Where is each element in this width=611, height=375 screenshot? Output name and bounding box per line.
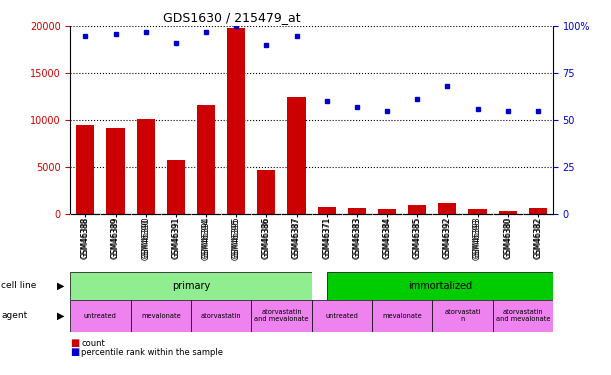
Text: ■: ■ [70,348,79,357]
Bar [70,300,131,332]
Bar [257,170,276,214]
Text: GSM46387: GSM46387 [292,217,301,258]
Bar [197,105,215,214]
Text: count: count [81,339,105,348]
Bar [438,203,456,214]
Bar [378,209,396,214]
Bar [137,119,155,214]
Text: cell line: cell line [1,281,37,290]
Text: GSM46395: GSM46395 [232,217,241,258]
Text: ■: ■ [70,338,79,348]
Bar [318,207,336,214]
Text: GSM46382: GSM46382 [533,217,543,258]
Bar [227,28,245,214]
Text: GSM46380: GSM46380 [503,217,512,258]
Text: primary: primary [172,281,210,291]
Text: GSM46385: GSM46385 [412,217,422,258]
Text: atorvastatin: atorvastatin [201,313,241,319]
Text: ▶: ▶ [57,281,64,291]
Bar [288,97,306,214]
Bar [70,272,312,300]
Text: GSM46371: GSM46371 [322,217,331,258]
Text: untreated: untreated [84,313,117,319]
Text: percentile rank within the sample: percentile rank within the sample [81,348,223,357]
Bar [469,209,486,214]
Text: atorvastatin
and mevalonate: atorvastatin and mevalonate [496,309,550,322]
Text: GSM46393: GSM46393 [473,217,482,258]
Bar [348,208,366,214]
Bar [76,124,95,214]
Text: GSM46392: GSM46392 [443,217,452,258]
Text: GSM46383: GSM46383 [353,217,361,258]
Bar [408,206,426,214]
Text: untreated: untreated [325,313,358,319]
Text: agent: agent [1,311,27,320]
Text: GSM46394: GSM46394 [202,217,211,258]
Text: ▶: ▶ [57,311,64,321]
Bar [251,300,312,332]
Bar [433,300,492,332]
Text: GSM46388: GSM46388 [81,217,90,258]
Text: GSM46389: GSM46389 [111,217,120,258]
Bar [372,300,433,332]
Text: GDS1630 / 215479_at: GDS1630 / 215479_at [163,11,301,24]
Text: GSM46390: GSM46390 [141,217,150,258]
Text: mevalonate: mevalonate [382,313,422,319]
Text: immortalized: immortalized [408,281,472,291]
Text: GSM46384: GSM46384 [382,217,392,258]
Bar [131,300,191,332]
Bar [191,300,251,332]
Bar [529,208,547,214]
Text: GSM46386: GSM46386 [262,217,271,258]
Bar [312,300,372,332]
Bar [106,128,125,214]
Text: atorvastatin
and mevalonate: atorvastatin and mevalonate [254,309,309,322]
Bar [492,300,553,332]
Text: atorvastati
n: atorvastati n [444,309,481,322]
Text: GSM46391: GSM46391 [171,217,180,258]
Bar [499,211,517,214]
Bar [312,272,327,300]
Bar [327,272,553,300]
Text: mevalonate: mevalonate [141,313,181,319]
Bar [167,160,185,214]
